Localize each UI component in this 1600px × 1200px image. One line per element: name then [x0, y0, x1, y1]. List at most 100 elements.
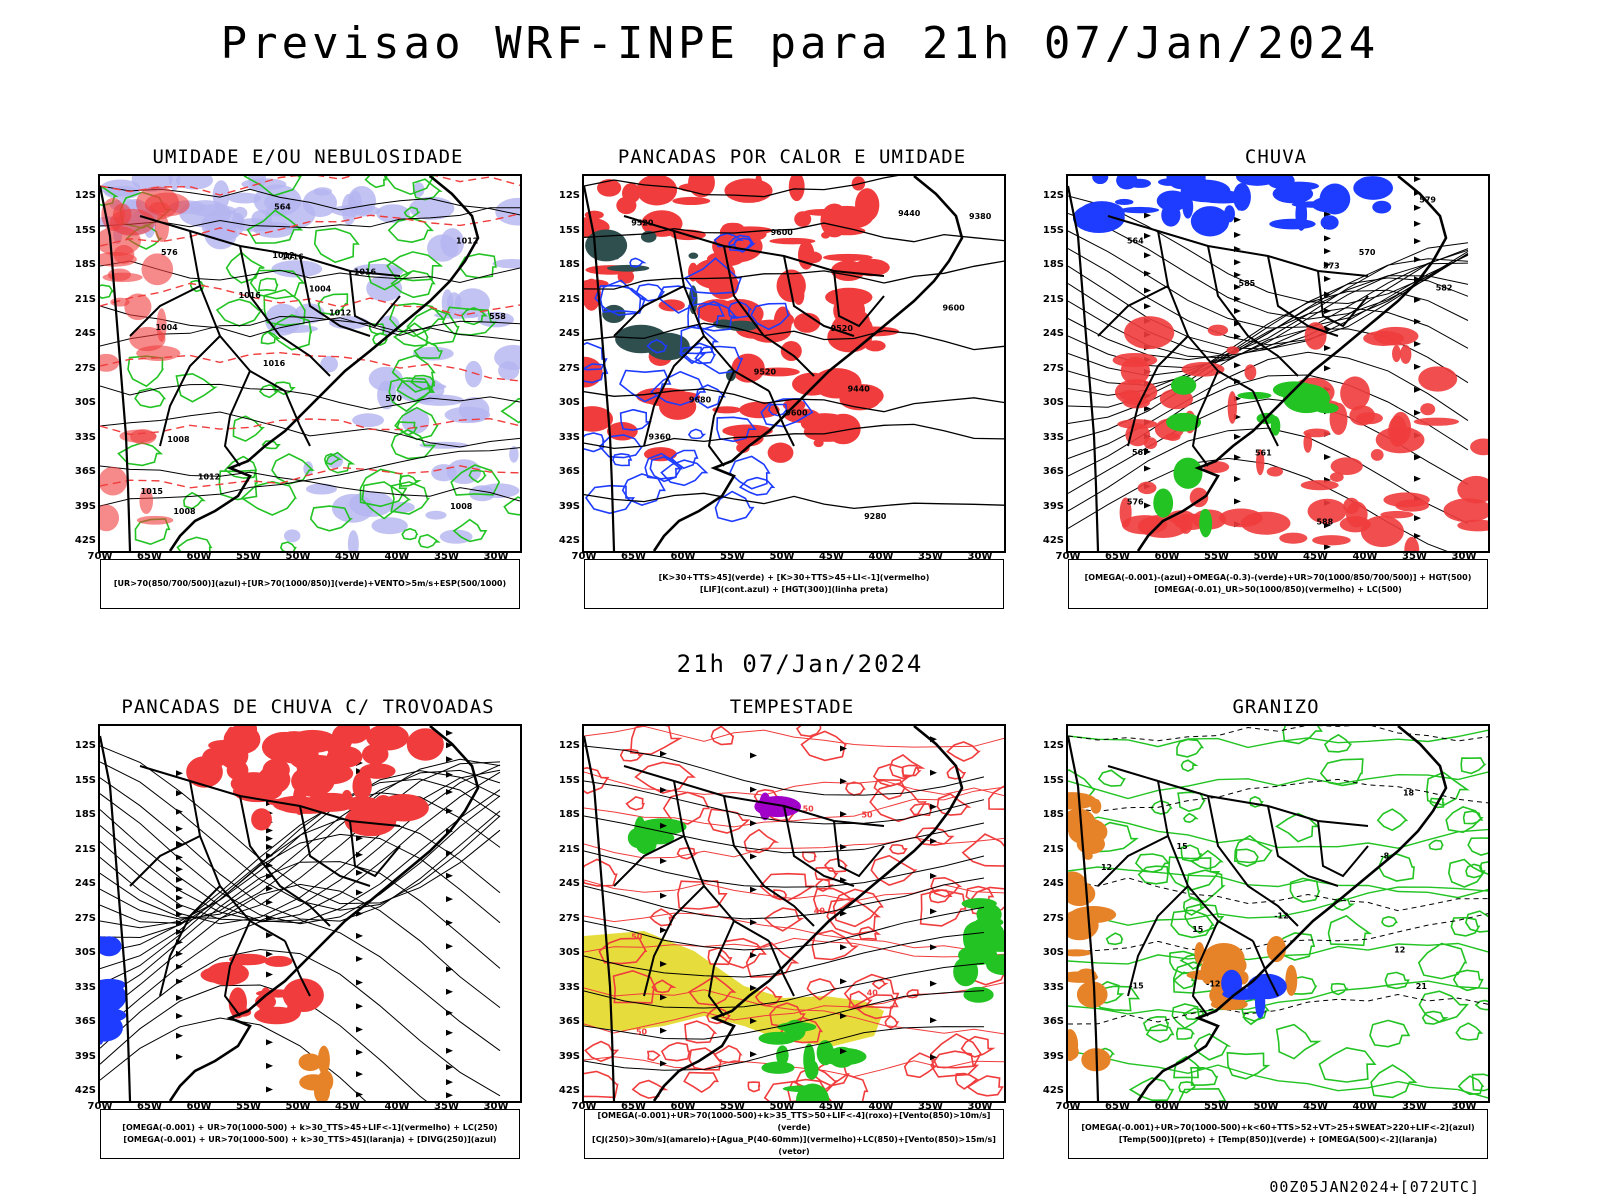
- precipitable-water-contour: [646, 1050, 661, 1062]
- legend-line-1: [OMEGA(-0.001)+UR>70(1000-500)+k<60+TTS>…: [1081, 1123, 1475, 1132]
- thunderstorm-area: [255, 994, 277, 1010]
- lon-tick-label: 30W: [483, 551, 509, 562]
- humidity-contour: [460, 306, 488, 326]
- lon-tick-label: 50W: [769, 1101, 795, 1112]
- pressure-contour: [100, 305, 520, 338]
- wind-arrow: [1324, 365, 1331, 372]
- contour-label: 567: [1132, 448, 1149, 457]
- rain-area: [1330, 457, 1363, 476]
- omega500-area: [1081, 829, 1095, 842]
- lif-contour: [629, 257, 647, 268]
- storm-area: [754, 796, 802, 818]
- map-pancadas-trovoadas[interactable]: [98, 724, 522, 1103]
- legend-line-2: [OMEGA(-0.001) + UR>70(1000-500) + k>30_…: [123, 1135, 497, 1144]
- instability-area: [588, 408, 601, 420]
- temp850-contour: [1479, 861, 1488, 875]
- humidity-contour: [500, 397, 520, 424]
- humidity-contour: [127, 355, 165, 388]
- wind-arrow: [1324, 275, 1331, 282]
- rain-area: [1329, 472, 1344, 482]
- map-tempestade[interactable]: 50 50 40 50 40 50: [582, 724, 1006, 1103]
- wind-arrow: [1144, 232, 1151, 239]
- lon-tick-label: 55W: [236, 1101, 261, 1112]
- wind-arrow: [176, 876, 183, 883]
- wind-arrow: [446, 730, 453, 736]
- wind-arrow: [930, 838, 937, 845]
- map-granizo[interactable]: 21 18 15 12 -8 -12 -15 -12 15 12: [1066, 724, 1490, 1103]
- state-border: [1097, 285, 1169, 337]
- map-svg: 21 18 15 12 -8 -12 -15 -12 15 12: [1068, 726, 1488, 1101]
- lif-contour: [619, 408, 653, 431]
- map-pancadas-calor[interactable]: 9680 9600 9600 9520 9520 9440 9380 9360 9440 9280…: [582, 174, 1006, 553]
- map-umidade[interactable]: 1008 1004 1012 1016 1016 1008 1012 1004 1008 1016…: [98, 174, 522, 553]
- andes-border: [1068, 735, 1100, 1101]
- wind-arrow: [176, 808, 183, 815]
- wind-arrow: [1324, 211, 1331, 218]
- pressure-contour: [100, 447, 520, 507]
- contour-label: 564: [274, 203, 291, 212]
- contour-label: 585: [1239, 279, 1256, 288]
- wind850-area: [641, 843, 656, 854]
- convection-area: [688, 252, 699, 259]
- contour-label: 573: [1323, 262, 1340, 271]
- panel-title: CHUVA: [1244, 146, 1308, 168]
- lon-tick-label: 45W: [335, 551, 360, 562]
- humidity-contour: [450, 464, 501, 496]
- thunderstorm-area: [286, 1000, 302, 1020]
- map-chuva[interactable]: 588 585 582 579 576 573 570 567 564 561: [1066, 174, 1490, 553]
- omega500-area: [1076, 981, 1108, 1008]
- panel-title: PANCADAS DE CHUVA C/ TROVOADAS: [121, 696, 495, 718]
- wind-arrow: [356, 869, 363, 876]
- wind-arrow: [1234, 216, 1241, 223]
- contour-label: -15: [1129, 981, 1144, 990]
- contour-label: 564: [1127, 236, 1144, 245]
- humidity-contour: [317, 293, 349, 316]
- instability-area: [767, 442, 794, 463]
- wind850-area: [776, 1045, 789, 1066]
- contour-label: 12: [1394, 946, 1405, 955]
- precipitable-water-contour: [584, 766, 610, 795]
- panel-umidade: UMIDADE E/OU NEBULOSIDADE 1008 1004 1012 10…: [68, 146, 522, 626]
- lat-tick-label: 39S: [74, 500, 96, 512]
- streamline: [100, 761, 501, 919]
- lat-tick-label: 33S: [74, 981, 96, 993]
- humidity-contour: [387, 217, 434, 244]
- omega500-area: [1068, 949, 1092, 957]
- thickness-label-area: [129, 326, 166, 352]
- wind-arrow: [446, 742, 453, 749]
- temp850-contour: [1318, 1046, 1377, 1083]
- rain-area: [1457, 475, 1488, 504]
- contour-label: 15: [1177, 842, 1189, 851]
- lon-tick-label: 65W: [1105, 551, 1130, 562]
- thunderstorm-area: [372, 795, 395, 821]
- temp850-contour: [1190, 849, 1224, 870]
- andes-border: [100, 185, 132, 551]
- legend-line-2: [LIF](cont.azul) + [HGT(300)](linha pret…: [699, 585, 889, 594]
- temp850-contour: [1462, 810, 1484, 825]
- temp850-contour: [1145, 1023, 1175, 1043]
- temp850-contour: [1068, 729, 1488, 749]
- wind-vector: [584, 1026, 985, 1071]
- state-border: [1317, 820, 1369, 878]
- contour-label: -12: [1274, 911, 1288, 920]
- rain-area: [1279, 532, 1308, 544]
- wind-arrow: [176, 919, 183, 926]
- divergence-area: [100, 936, 110, 951]
- mid-title: 21h 07/Jan/2024: [676, 650, 924, 678]
- contour-label: 9380: [969, 212, 992, 221]
- precipitable-water-contour: [823, 857, 848, 873]
- contour-label: 12: [1101, 863, 1112, 872]
- precipitable-water-contour: [707, 808, 751, 834]
- humidity-contour: [403, 206, 421, 219]
- thunderstorm-area: [206, 961, 249, 986]
- contour-label: 570: [385, 394, 402, 403]
- lon-tick-label: 40W: [1352, 551, 1378, 562]
- panel-pancadas-calor: PANCADAS POR CALOR E UMIDADE 9680 9600 960…: [552, 146, 1006, 626]
- temp850-contour: [1235, 848, 1259, 868]
- lc850-contour: [584, 726, 1004, 748]
- state-border: [299, 805, 371, 887]
- wind-arrow: [1144, 287, 1151, 294]
- lif-contour: [669, 449, 699, 470]
- wind-arrow: [660, 787, 667, 793]
- precipitable-water-contour: [802, 851, 817, 863]
